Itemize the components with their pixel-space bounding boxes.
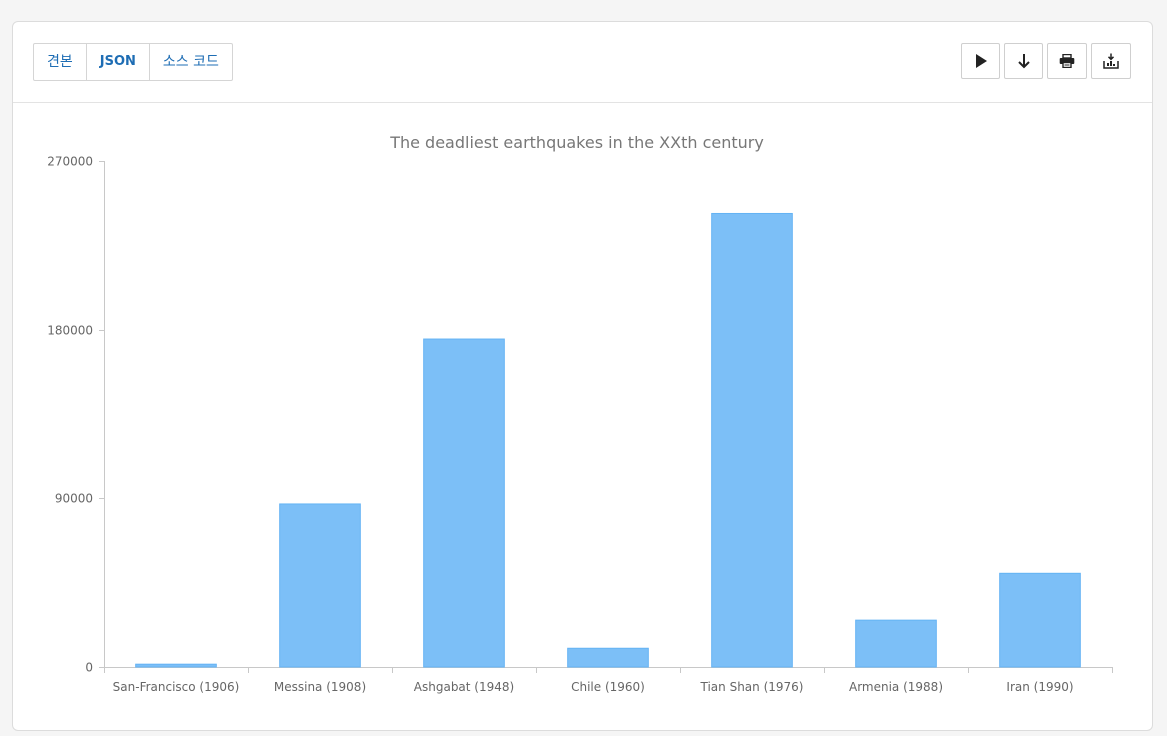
y-axis-labels: 0 90000 180000 270000 (47, 155, 93, 675)
download-chart-button[interactable] (1091, 43, 1131, 79)
y-tick-label: 0 (85, 661, 93, 675)
chart-area: The deadliest earthquakes in the XXth ce… (13, 22, 1152, 730)
tab-source-code[interactable]: 소스 코드 (148, 44, 232, 80)
toolbar: 견본 JSON 소스 코드 (13, 22, 1152, 103)
chart-card: 견본 JSON 소스 코드 (12, 21, 1153, 731)
bar-chart: The deadliest earthquakes in the XXth ce… (47, 133, 1113, 694)
bar[interactable] (279, 503, 361, 668)
bar[interactable] (135, 663, 217, 668)
bar[interactable] (711, 212, 793, 668)
tab-json[interactable]: JSON (85, 44, 149, 80)
play-button[interactable] (961, 43, 1000, 79)
chart-title: The deadliest earthquakes in the XXth ce… (389, 133, 764, 152)
x-axis-labels: San-Francisco (1906) Messina (1908) Ashgab… (113, 680, 1074, 694)
x-tick-label: Ashgabat (1948) (414, 680, 514, 694)
y-tick-label: 270000 (47, 155, 93, 169)
bar[interactable] (423, 338, 505, 668)
bar[interactable] (855, 619, 937, 668)
bar[interactable] (567, 647, 649, 668)
download-chart-icon (1103, 53, 1119, 69)
x-tick-label: Messina (1908) (274, 680, 366, 694)
scroll-down-button[interactable] (1004, 43, 1043, 79)
tab-sample[interactable]: 견본 (47, 54, 73, 70)
view-tabs: 견본 JSON 소스 코드 (33, 43, 233, 81)
x-tick-label: Armenia (1988) (849, 680, 943, 694)
play-icon (975, 54, 987, 68)
x-tick-label: San-Francisco (1906) (113, 680, 240, 694)
x-tick-label: Tian Shan (1976) (700, 680, 804, 694)
x-tick-label: Iran (1990) (1006, 680, 1073, 694)
y-tick-label: 180000 (47, 324, 93, 338)
print-icon (1059, 54, 1075, 68)
print-button[interactable] (1047, 43, 1087, 79)
x-tick-label: Chile (1960) (571, 680, 645, 694)
bars (135, 212, 1081, 668)
axes (99, 161, 1113, 673)
arrow-down-icon (1017, 54, 1030, 69)
action-buttons (961, 43, 1131, 79)
bar[interactable] (999, 572, 1081, 668)
y-tick-label: 90000 (55, 492, 93, 506)
